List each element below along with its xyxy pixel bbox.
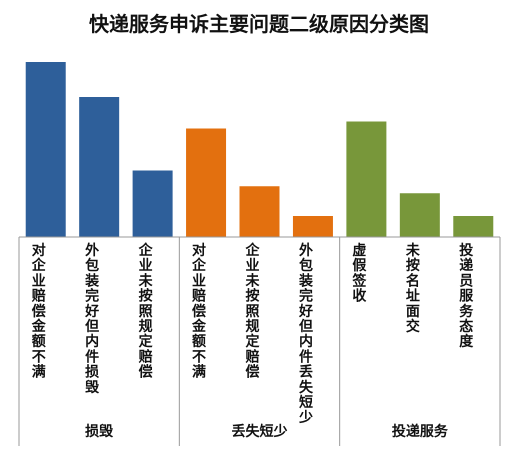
category-label: 企业未按照规定赔偿 xyxy=(138,242,154,381)
chart-title: 快递服务申诉主要问题二级原因分类图 xyxy=(89,12,429,36)
bar xyxy=(25,62,66,237)
bar xyxy=(79,97,120,237)
category-labels: 对企业赔偿金额不满 外包装完好但内件损毁 企业未按照规定赔偿 对企业赔偿金额不满 企业未… xyxy=(31,242,475,426)
bar xyxy=(132,170,173,237)
category-label: 外包装完好但内件丢失短少 xyxy=(298,242,314,426)
bar xyxy=(399,193,440,237)
category-label: 未按名址面交 xyxy=(406,242,421,335)
category-label: 对企业赔偿金额不满 xyxy=(191,242,207,381)
bar xyxy=(186,128,227,237)
category-label: 投递员服务态度 xyxy=(459,243,474,350)
category-label: 虚假签收 xyxy=(351,242,367,305)
group-label: 投递服务 xyxy=(392,423,449,440)
bar xyxy=(346,121,387,237)
bar xyxy=(292,216,333,237)
bar xyxy=(453,216,494,237)
group-labels: 损毁 丢失短少 投递服务 xyxy=(85,423,449,440)
category-label: 企业未按照规定赔偿 xyxy=(245,242,261,381)
bars-layer xyxy=(25,62,494,237)
category-label: 对企业赔偿金额不满 xyxy=(31,242,47,381)
group-label: 丢失短少 xyxy=(232,423,288,440)
category-axis xyxy=(18,236,501,446)
group-label: 损毁 xyxy=(85,423,114,440)
category-label: 外包装完好但内件损毁 xyxy=(84,242,100,396)
bar xyxy=(239,186,280,237)
